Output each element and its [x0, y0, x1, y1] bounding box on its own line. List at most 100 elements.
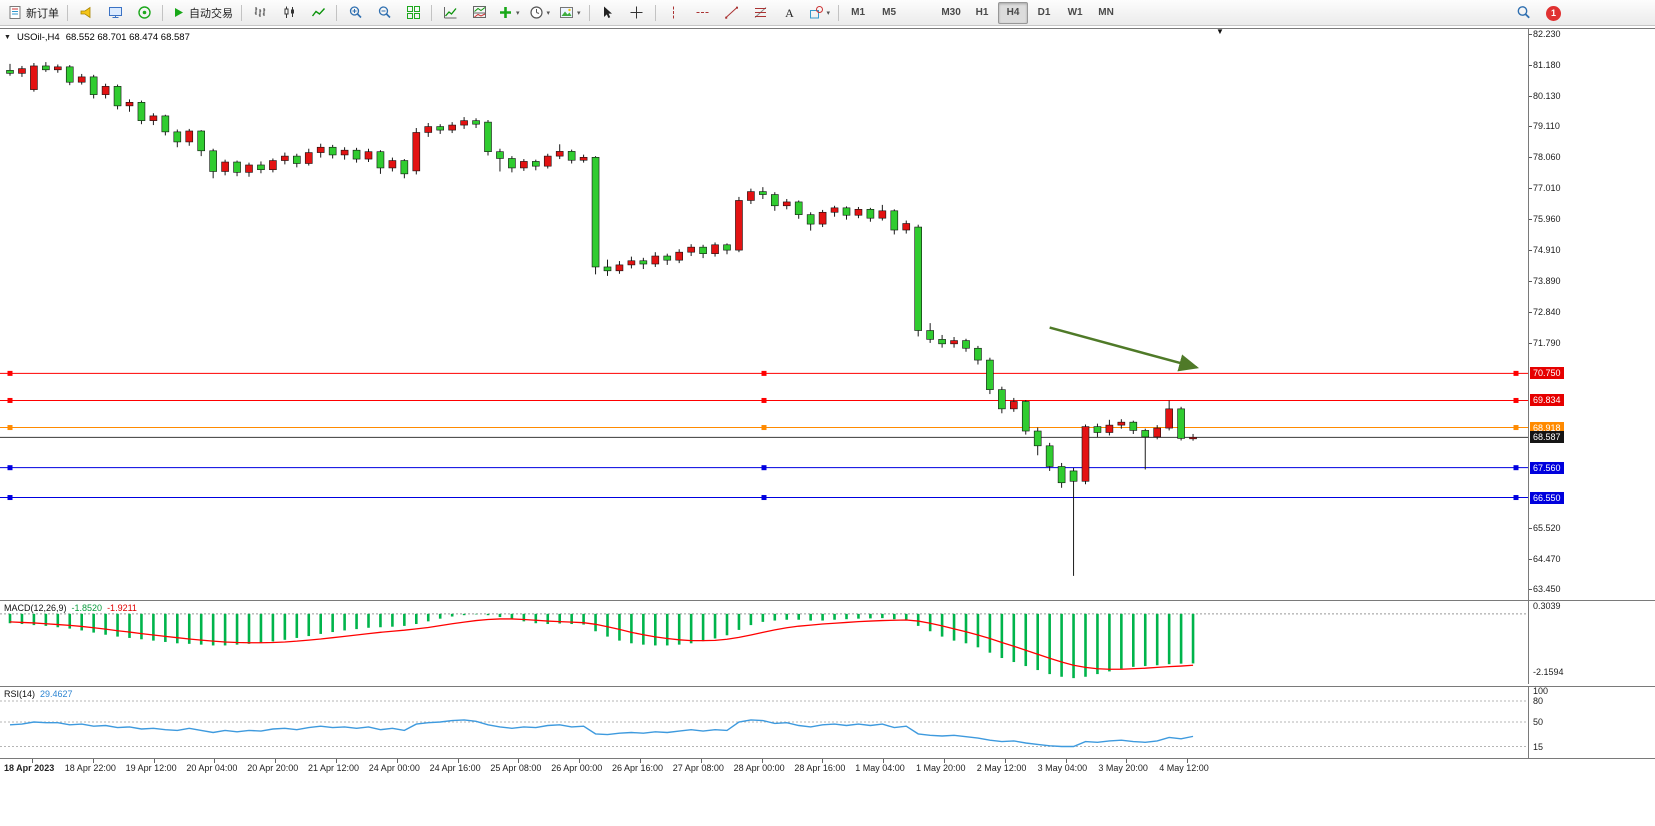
- time-tick: [1004, 759, 1006, 763]
- price-axis[interactable]: 82.230 81.180 80.130 79.110 78.060 77.010 75.9…: [1528, 29, 1655, 600]
- time-tick: [1065, 759, 1067, 763]
- line-handle[interactable]: [1513, 397, 1519, 403]
- one-click-trading-collapse-icon[interactable]: ▼: [4, 34, 11, 41]
- time-tick: [822, 759, 824, 763]
- alerts-button[interactable]: [72, 2, 100, 24]
- candle-bull: [245, 164, 253, 173]
- timeframe-w1-button[interactable]: W1: [1067, 7, 1083, 18]
- rsi-axis[interactable]: 100 80 50 15: [1528, 686, 1655, 758]
- line-handle[interactable]: [1513, 465, 1519, 471]
- zoom-out-button[interactable]: [370, 2, 398, 24]
- candle-bear: [603, 266, 612, 272]
- line-handle[interactable]: [761, 425, 767, 431]
- indicator-window-button[interactable]: [465, 2, 493, 24]
- line-handle[interactable]: [7, 465, 13, 471]
- auto-trading-button[interactable]: 自动交易: [167, 2, 237, 24]
- trend-arrow-object[interactable]: [1049, 326, 1200, 372]
- tile-windows-button[interactable]: [399, 2, 427, 24]
- text-label-button[interactable]: A: [776, 2, 804, 24]
- price-axis-label: 71.790: [1533, 337, 1561, 348]
- crosshair-button[interactable]: [623, 2, 651, 24]
- line-handle[interactable]: [7, 495, 13, 501]
- timeframe-m5-button[interactable]: M5: [882, 7, 897, 18]
- macd-axis[interactable]: 0.3039 -2.1594: [1528, 601, 1655, 684]
- time-tick: [336, 759, 337, 763]
- timeframe-m15-button[interactable]: [905, 2, 935, 24]
- line-handle[interactable]: [1513, 425, 1519, 431]
- candle-bull: [782, 201, 791, 207]
- rsi-canvas[interactable]: [0, 687, 1528, 757]
- candle-bull: [878, 210, 887, 219]
- candle-bear: [496, 151, 504, 159]
- timeframe-mn-button[interactable]: MN: [1098, 7, 1114, 18]
- rsi-panel[interactable]: RSI(14) 29.4627 100 80 50 15: [0, 686, 1655, 758]
- rsi-line: [9, 719, 1194, 748]
- search-icon: [1517, 6, 1530, 19]
- line-handle[interactable]: [1513, 495, 1519, 501]
- price-tick: [1529, 527, 1532, 529]
- line-handle[interactable]: [7, 397, 13, 403]
- candle-bull: [125, 102, 134, 107]
- chart-profile-button[interactable]: [101, 2, 129, 24]
- price-axis-label: 65.520: [1533, 522, 1561, 533]
- horizontal-line-icon: [696, 12, 709, 13]
- candle-bull: [53, 66, 62, 71]
- trendline-button[interactable]: [718, 2, 746, 24]
- line-chart-button[interactable]: [304, 2, 332, 24]
- candle-bear: [137, 102, 146, 121]
- add-indicator-dropdown[interactable]: ▾: [494, 2, 524, 24]
- macd-panel[interactable]: MACD(12,26,9) -1.8520 -1.9211 0.3039 -2.159…: [0, 600, 1655, 684]
- time-axis-label: 24 Apr 00:00: [368, 763, 420, 773]
- macd-canvas[interactable]: [0, 601, 1528, 684]
- timeframe-m1-button[interactable]: M1: [851, 7, 866, 18]
- timeframe-m30-button[interactable]: M30: [941, 7, 961, 18]
- price-tick: [1529, 157, 1532, 159]
- fibonacci-button[interactable]: [747, 2, 775, 24]
- candle-bear: [974, 347, 982, 361]
- notifications-badge[interactable]: 1: [1546, 5, 1561, 21]
- fibonacci-icon: [754, 7, 767, 18]
- time-tick: [761, 759, 763, 763]
- search-button[interactable]: [1510, 2, 1538, 24]
- line-handle[interactable]: [7, 425, 13, 431]
- line-handle[interactable]: [7, 370, 13, 376]
- line-handle[interactable]: [761, 370, 767, 376]
- price-axis-label: 64.470: [1533, 554, 1561, 565]
- price-tag-69.834: 69.834: [1530, 394, 1564, 407]
- candlestick-chart-button[interactable]: [275, 2, 303, 24]
- periods-dropdown[interactable]: ▾: [525, 2, 555, 24]
- vertical-line-button[interactable]: [660, 2, 688, 24]
- price-chart-panel[interactable]: ▼ USOil-,H4 68.552 68.701 68.474 68.587 …: [0, 27, 1655, 601]
- candle-bull: [30, 65, 38, 90]
- chart-shift-marker[interactable]: ▼: [1216, 27, 1224, 36]
- rsi-axis-label: 15: [1533, 741, 1544, 752]
- line-handle[interactable]: [761, 495, 767, 501]
- new-order-button[interactable]: 新订单: [4, 2, 63, 24]
- indicators-button[interactable]: [436, 2, 464, 24]
- community-button[interactable]: [130, 2, 158, 24]
- timeframe-d1-button[interactable]: D1: [1037, 7, 1051, 18]
- play-icon: [175, 8, 183, 17]
- timeframe-h4-button[interactable]: H4: [998, 1, 1029, 24]
- price-chart-canvas[interactable]: [0, 29, 1528, 601]
- candle-bear: [6, 70, 14, 74]
- horizontal-line-button[interactable]: [689, 2, 717, 24]
- bar-chart-button[interactable]: [246, 2, 274, 24]
- line-handle[interactable]: [761, 397, 767, 403]
- candle-bear: [472, 120, 480, 125]
- timeframe-h1-button[interactable]: H1: [975, 7, 989, 18]
- zoom-in-button[interactable]: [341, 2, 369, 24]
- line-handle[interactable]: [1513, 370, 1519, 376]
- candle-bear: [938, 339, 946, 345]
- time-axis-label: 28 Apr 00:00: [733, 763, 785, 773]
- line-handle[interactable]: [761, 465, 767, 471]
- candle-bull: [448, 124, 456, 131]
- templates-dropdown[interactable]: ▾: [555, 2, 585, 24]
- chart-symbol-period: USOil-,H4: [16, 32, 60, 43]
- cursor-button[interactable]: [594, 2, 622, 24]
- candle-bull: [520, 161, 528, 169]
- time-axis[interactable]: 18 Apr 2023 18 Apr 22:00 19 Apr 12:00 20 Ap…: [0, 758, 1655, 826]
- candle-bull: [316, 146, 325, 153]
- shapes-dropdown[interactable]: ▾: [805, 2, 835, 24]
